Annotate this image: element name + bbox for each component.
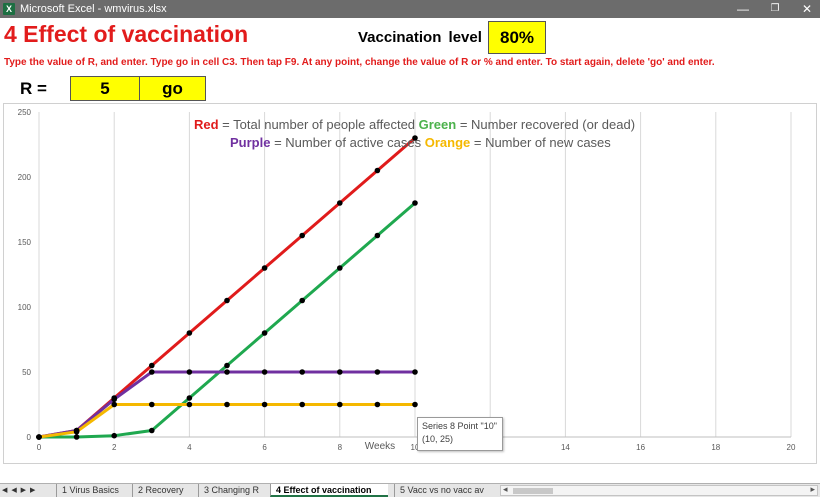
data-point-s1-9[interactable]: [374, 167, 381, 174]
data-point-s4-4[interactable]: [186, 401, 193, 408]
title-bar: X Microsoft Excel - wmvirus.xlsx — ❐ ✕: [0, 0, 820, 18]
legend-green-text: = Number recovered (or dead): [456, 117, 636, 132]
legend-purple-text: = Number of active cases: [270, 135, 425, 150]
x-axis-title: Weeks: [365, 441, 395, 452]
data-point-s3-8[interactable]: [337, 369, 343, 375]
data-point-s1-4[interactable]: [186, 330, 193, 336]
legend-row-2: Purple = Number of active cases Orange =…: [230, 135, 611, 150]
data-point-s1-6[interactable]: [261, 265, 268, 271]
data-point-s1-7[interactable]: [299, 232, 306, 239]
data-point-s1-5[interactable]: [224, 297, 230, 304]
sheet-tab-3[interactable]: 3 Changing R: [198, 484, 270, 497]
data-point-s2-2[interactable]: [111, 432, 117, 439]
data-point-s4-9[interactable]: [374, 401, 381, 408]
sheet-tab-4-active[interactable]: 4 Effect of vaccination: [270, 484, 388, 497]
data-point-s4-2[interactable]: [111, 401, 117, 408]
x-tick-label: 18: [711, 443, 720, 452]
data-point-s2-4[interactable]: [186, 395, 193, 401]
excel-icon: X: [3, 3, 15, 15]
chart-plot[interactable]: 02468101214161820050100150200250Weeks: [0, 103, 820, 465]
data-point-s2-6[interactable]: [261, 330, 268, 336]
data-point-s3-4[interactable]: [186, 369, 193, 375]
data-point-s2-8[interactable]: [337, 265, 343, 271]
legend-purple-word: Purple: [230, 135, 271, 150]
data-point-s2-1[interactable]: [73, 434, 80, 440]
chart-border: [3, 103, 817, 464]
sheet-tabs-bar: ◀ ◀ ▶ ▶ 1 Virus Basics 2 Recovery 3 Chan…: [0, 483, 820, 497]
data-point-s1-10[interactable]: [412, 135, 418, 141]
series-line-4[interactable]: [38, 403, 415, 439]
scroll-right-icon[interactable]: ▸: [810, 484, 815, 494]
data-point-s4-6[interactable]: [261, 401, 268, 408]
x-tick-label: 6: [262, 443, 267, 452]
y-tick-label: 150: [18, 238, 32, 247]
data-point-s3-7[interactable]: [299, 369, 306, 375]
data-point-s4-8[interactable]: [337, 401, 343, 408]
y-tick-label: 50: [22, 368, 31, 377]
legend-orange-word: Orange: [424, 135, 471, 150]
data-point-s2-9[interactable]: [374, 232, 381, 239]
data-point-s2-7[interactable]: [299, 297, 306, 304]
data-point-s4-5[interactable]: [224, 401, 230, 408]
data-point-s4-1[interactable]: [73, 429, 80, 435]
scroll-left-icon[interactable]: ◂: [503, 484, 508, 494]
data-point-tooltip: Series 8 Point "10" (10, 25): [417, 417, 503, 451]
r-label[interactable]: R =: [20, 79, 47, 98]
window-title: Microsoft Excel - wmvirus.xlsx: [20, 3, 167, 15]
go-cell[interactable]: go: [140, 76, 206, 101]
instructions-text[interactable]: Type the value of R, and enter. Type go …: [4, 57, 715, 68]
sheet-tab-5[interactable]: 5 Vacc vs no vacc av: [394, 484, 496, 497]
data-point-s3-3[interactable]: [149, 369, 155, 375]
sheet-heading[interactable]: 4 Effect of vaccination: [4, 21, 249, 47]
data-point-s4-7[interactable]: [299, 401, 306, 408]
x-tick-label: 10: [411, 443, 420, 452]
data-point-s2-3[interactable]: [149, 427, 155, 434]
maximize-button[interactable]: ❐: [770, 3, 780, 14]
tooltip-series-point: Series 8 Point "10": [422, 421, 497, 431]
data-point-s3-2[interactable]: [111, 396, 117, 403]
x-tick-label: 0: [37, 443, 42, 452]
vaccination-level-label[interactable]: Vaccination level: [358, 29, 482, 46]
vaccination-level-cell[interactable]: 80%: [488, 21, 546, 54]
data-point-s3-10[interactable]: [412, 369, 418, 375]
sheet-tab-1[interactable]: 1 Virus Basics: [56, 484, 132, 497]
sheet-tab-2[interactable]: 2 Recovery: [132, 484, 198, 497]
horizontal-scrollbar[interactable]: ◂ ▸: [500, 484, 818, 496]
data-point-s3-6[interactable]: [261, 369, 268, 375]
data-point-s1-8[interactable]: [337, 200, 343, 206]
close-button[interactable]: ✕: [801, 2, 813, 16]
legend-red-text: = Total number of people affected: [218, 117, 419, 132]
series-line-1[interactable]: [38, 136, 416, 439]
data-point-s4-0[interactable]: [36, 434, 42, 440]
legend-red-word: Red: [194, 117, 219, 132]
r-value-cell[interactable]: 5: [70, 76, 140, 101]
x-tick-label: 14: [561, 443, 570, 452]
minimize-button[interactable]: —: [737, 2, 749, 16]
x-tick-label: 4: [187, 443, 192, 452]
data-point-s1-3[interactable]: [149, 362, 155, 369]
y-tick-label: 250: [18, 108, 32, 117]
x-tick-label: 2: [112, 443, 117, 452]
y-tick-label: 200: [18, 173, 32, 182]
sheet-nav-arrows[interactable]: ◀ ◀ ▶ ▶: [2, 487, 37, 494]
legend-row-1: Red = Total number of people affected Gr…: [194, 117, 635, 132]
x-tick-label: 20: [787, 443, 796, 452]
legend-green-word: Green: [418, 117, 457, 132]
data-point-s2-10[interactable]: [412, 200, 418, 206]
scroll-thumb[interactable]: [513, 488, 553, 494]
y-tick-label: 100: [18, 303, 32, 312]
x-tick-label: 16: [636, 443, 645, 452]
vaccination-chart[interactable]: 02468101214161820050100150200250Weeks Re…: [0, 103, 820, 465]
tooltip-coordinates: (10, 25): [422, 434, 454, 444]
data-point-s3-5[interactable]: [224, 369, 230, 375]
legend-orange-text: = Number of new cases: [470, 135, 611, 150]
x-tick-label: 8: [338, 443, 343, 452]
data-point-s4-10[interactable]: [412, 401, 418, 408]
data-point-s2-5[interactable]: [224, 362, 230, 369]
y-tick-label: 0: [27, 433, 32, 442]
data-point-s3-9[interactable]: [374, 369, 381, 375]
data-point-s4-3[interactable]: [149, 401, 155, 408]
